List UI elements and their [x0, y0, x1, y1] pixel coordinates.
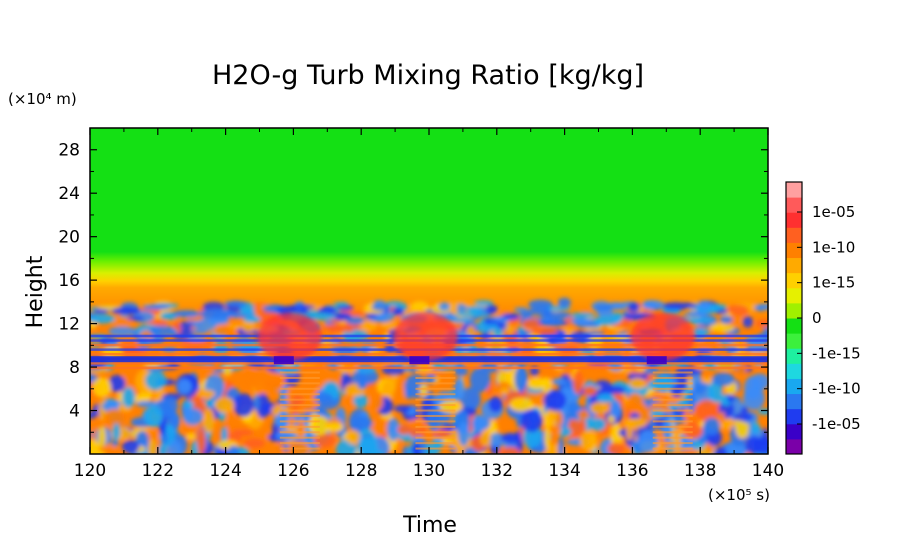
y-tick-label: 4	[69, 402, 80, 422]
colorbar: 1e-05 1e-10 1e-15 0 -1e-15 -1e-10 -1e-05	[785, 181, 861, 455]
colorbar-label: 1e-05	[812, 203, 855, 221]
x-tick-label: 132	[481, 461, 513, 481]
colorbar-segment	[786, 197, 802, 213]
colorbar-label: 1e-15	[812, 274, 855, 292]
y-tick-label: 16	[58, 271, 80, 291]
x-unit-label: (×10⁵ s)	[708, 486, 770, 504]
colorbar-segment	[786, 182, 802, 198]
y-unit-label: (×10⁴ m)	[8, 90, 77, 108]
y-tick-label: 20	[58, 228, 80, 248]
x-axis: 120 122 124 126 128 130 132 134 136 138 140	[74, 128, 784, 481]
colorbar-label: -1e-15	[812, 344, 861, 362]
colorbar-label: 0	[812, 309, 822, 327]
colorbar-label: -1e-05	[812, 415, 861, 433]
colorbar-label: 1e-10	[812, 238, 855, 256]
colorbar-label: -1e-10	[812, 380, 861, 398]
colorbar-segment	[786, 423, 802, 440]
colorbar-segment	[786, 242, 802, 259]
colorbar-segment	[786, 348, 802, 364]
y-tick-label: 28	[58, 141, 80, 161]
colorbar-segment	[786, 287, 802, 304]
colorbar-segment	[786, 302, 802, 319]
colorbar-segment	[786, 227, 802, 243]
x-tick-label: 128	[345, 461, 377, 481]
colorbar-segment	[786, 363, 802, 379]
colorbar-segment	[786, 257, 802, 274]
x-tick-label: 124	[209, 461, 241, 481]
heatmap-field	[90, 297, 768, 454]
x-tick-label: 126	[277, 461, 309, 481]
y-tick-label: 12	[58, 315, 80, 335]
plot-area	[90, 128, 768, 454]
x-tick-label: 134	[548, 461, 580, 481]
colorbar-segment	[786, 333, 802, 349]
colorbar-segment	[786, 318, 802, 334]
colorbar-segment	[786, 378, 802, 395]
y-tick-label: 24	[58, 184, 80, 204]
x-tick-label: 122	[142, 461, 174, 481]
y-axis: 4 8 12 16 20 24 28	[58, 141, 768, 433]
colorbar-segment	[786, 272, 802, 289]
colorbar-segment	[786, 212, 802, 228]
x-tick-label: 130	[413, 461, 445, 481]
x-tick-label: 136	[616, 461, 648, 481]
y-tick-label: 8	[69, 358, 80, 378]
x-axis-label: Time	[402, 513, 457, 538]
colorbar-segment	[786, 408, 802, 425]
x-tick-label: 140	[752, 461, 784, 481]
colorbar-segment	[786, 393, 802, 410]
x-tick-label: 120	[74, 461, 106, 481]
chart-title: H2O-g Turb Mixing Ratio [kg/kg]	[212, 60, 644, 91]
x-tick-label: 138	[684, 461, 716, 481]
colorbar-segment	[786, 438, 802, 455]
event-bursts	[257, 312, 695, 450]
y-axis-label: Height	[23, 255, 48, 328]
